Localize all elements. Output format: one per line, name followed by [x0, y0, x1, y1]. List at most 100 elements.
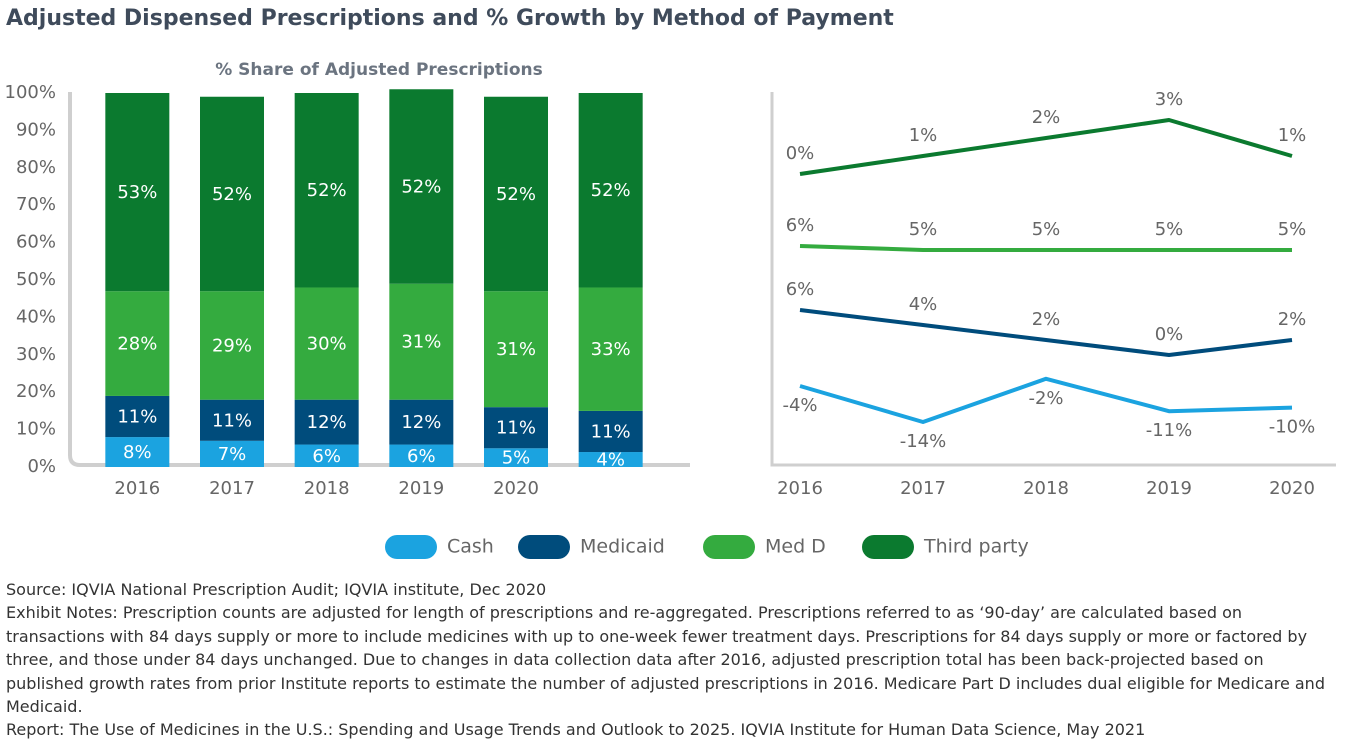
line — [799, 118, 1293, 176]
data-label: 29% — [212, 335, 252, 356]
data-label: 11% — [212, 410, 252, 431]
bar-segment — [105, 291, 170, 396]
data-label: 52% — [591, 180, 631, 201]
data-label: 33% — [591, 339, 631, 360]
x-tick-label: 2018 — [304, 478, 350, 499]
bar-segment — [578, 410, 643, 453]
bar-segment — [484, 407, 548, 449]
chart-title: Adjusted Dispensed Prescriptions and % G… — [6, 6, 894, 31]
line — [799, 244, 1292, 252]
data-label: 11% — [117, 407, 157, 428]
data-label: 12% — [401, 412, 441, 433]
legend-swatch — [385, 535, 437, 559]
bar-segment — [105, 93, 170, 292]
x-tick-label: 2020 — [493, 478, 539, 499]
bar-segment — [389, 444, 454, 467]
y-tick-label: 30% — [16, 344, 56, 365]
x-tick-label: 2016 — [114, 478, 160, 499]
data-label: 2% — [1032, 309, 1061, 330]
bar-segment — [389, 399, 454, 445]
data-label: 12% — [307, 412, 347, 433]
data-label: 4% — [909, 294, 938, 315]
data-label: 0% — [786, 143, 815, 164]
bar-segment — [578, 287, 643, 411]
legend-label: Medicaid — [580, 536, 665, 558]
bar-segment — [200, 96, 264, 292]
bar-segment — [389, 89, 454, 284]
data-label: 52% — [307, 180, 347, 201]
data-label: 1% — [1278, 125, 1307, 146]
bar-segment — [105, 395, 170, 438]
line — [799, 376, 1293, 424]
data-label: 2% — [1278, 309, 1307, 330]
bar-segment — [389, 283, 454, 400]
notes: Source: IQVIA National Prescription Audi… — [6, 578, 1341, 742]
legend-label: Cash — [447, 536, 494, 558]
note: Exhibit Notes: Prescription counts are a… — [6, 603, 1325, 717]
legend-swatch — [518, 535, 570, 559]
bar-segment — [294, 399, 359, 445]
data-label: 6% — [407, 446, 436, 467]
data-label: 8% — [123, 442, 152, 463]
y-tick-label: 0% — [27, 456, 56, 477]
data-label: 5% — [1278, 219, 1307, 240]
bar-segment — [484, 291, 548, 408]
data-label: -14% — [900, 431, 947, 452]
data-label: 6% — [786, 279, 815, 300]
note: Report: The Use of Medicines in the U.S.… — [6, 720, 1146, 740]
chart: Adjusted Dispensed Prescriptions and % G… — [5, 6, 1336, 559]
data-label: 2% — [1032, 107, 1061, 128]
y-tick-label: 70% — [16, 194, 56, 215]
line — [799, 308, 1293, 357]
x-tick-label: 2016 — [777, 478, 823, 499]
x-tick-label: 2019 — [1146, 478, 1192, 499]
bar-segment — [484, 96, 548, 292]
data-label: 30% — [307, 334, 347, 355]
data-label: -10% — [1269, 417, 1316, 438]
x-tick-label: 2017 — [209, 478, 255, 499]
data-label: 28% — [117, 334, 157, 355]
bar-segment — [578, 452, 643, 467]
x-tick-label: 2019 — [398, 478, 444, 499]
chart-subtitle: % Share of Adjusted Prescriptions — [215, 60, 543, 80]
x-tick-label: 2017 — [900, 478, 946, 499]
legend-swatch — [703, 535, 755, 559]
bar-segment — [484, 448, 548, 467]
data-label: 52% — [212, 184, 252, 205]
data-label: 0% — [1155, 324, 1184, 345]
data-label: 5% — [1032, 219, 1061, 240]
bar-segment — [294, 93, 359, 288]
y-tick-label: 80% — [16, 157, 56, 178]
data-label: 5% — [1155, 219, 1184, 240]
data-label: 4% — [596, 450, 625, 471]
data-label: 11% — [591, 421, 631, 442]
y-tick-label: 100% — [5, 82, 56, 103]
bar-segment — [578, 93, 643, 288]
bar-segment — [294, 287, 359, 400]
data-label: -11% — [1146, 420, 1193, 441]
data-label: 7% — [218, 444, 247, 465]
data-label: 1% — [909, 125, 938, 146]
y-tick-label: 50% — [16, 269, 56, 290]
axis — [770, 92, 1336, 467]
bar-segment — [200, 440, 264, 467]
bar-segment — [105, 437, 170, 467]
data-label: 6% — [312, 446, 341, 467]
data-label: 5% — [909, 219, 938, 240]
data-label: -4% — [782, 395, 817, 416]
y-tick-label: 40% — [16, 306, 56, 327]
y-tick-label: 20% — [16, 381, 56, 402]
data-label: 6% — [786, 215, 815, 236]
data-label: 53% — [117, 182, 157, 203]
x-tick-label: 2020 — [1269, 478, 1315, 499]
bar-segment — [294, 444, 359, 467]
bar-segment — [200, 291, 264, 400]
data-label: 52% — [401, 177, 441, 198]
data-label: 52% — [496, 184, 536, 205]
data-label: 3% — [1155, 89, 1184, 110]
data-label: 5% — [502, 448, 531, 469]
legend-label: Third party — [923, 536, 1029, 558]
legend-label: Med D — [765, 536, 826, 558]
bar-segment — [200, 399, 264, 441]
